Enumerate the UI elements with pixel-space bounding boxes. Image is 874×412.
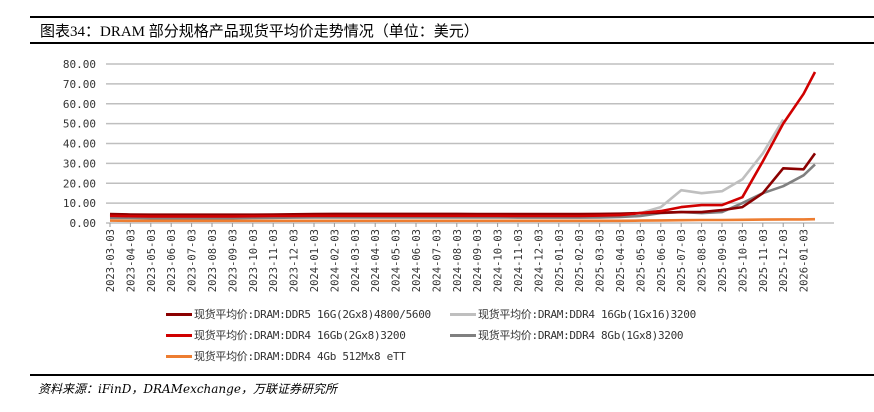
x-tick-label: 2024-09-03 <box>472 229 484 292</box>
series-line <box>109 71 817 218</box>
x-tick-label: 2024-02-03 <box>329 229 341 292</box>
legend-item-ddr5-16g: 现货平均价:DRAM:DDR5 16G(2Gx8)4800/5600 <box>166 306 431 322</box>
x-tick-label: 2024-03-03 <box>350 229 362 292</box>
x-tick-label: 2023-08-03 <box>207 229 219 292</box>
x-tick-label: 2023-07-03 <box>187 229 199 292</box>
y-tick-label: 10.00 <box>63 197 96 210</box>
x-tick-label: 2024-10-03 <box>493 229 505 292</box>
x-tick-label: 2024-11-03 <box>513 229 525 292</box>
y-tick-label: 50.00 <box>63 118 96 131</box>
legend-swatch <box>166 354 192 358</box>
x-tick-label: 2024-04-03 <box>370 229 382 292</box>
x-tick-label: 2024-07-03 <box>431 229 443 292</box>
legend-item-ddr4-8gb: 现货平均价:DRAM:DDR4 8Gb(1Gx8)3200 <box>450 327 684 343</box>
x-tick-label: 2023-06-03 <box>166 229 178 292</box>
y-tick-label: 20.00 <box>63 177 96 190</box>
x-tick-label: 2023-04-03 <box>125 229 137 292</box>
x-tick-label: 2023-09-03 <box>227 229 239 292</box>
legend-swatch <box>450 333 476 337</box>
y-tick-label: 0.00 <box>70 217 97 230</box>
legend-label: 现货平均价:DRAM:DDR4 8Gb(1Gx8)3200 <box>478 329 684 342</box>
x-tick-label: 2025-09-03 <box>717 229 729 292</box>
series-line <box>109 118 785 218</box>
x-tick-label: 2025-07-03 <box>676 229 688 292</box>
legend-label: 现货平均价:DRAM:DDR4 16Gb(1Gx16)3200 <box>478 308 696 321</box>
x-tick-label: 2024-01-03 <box>309 229 321 292</box>
bottom-rule <box>30 374 874 376</box>
x-tick-label: 2025-06-03 <box>656 229 668 292</box>
y-tick-label: 60.00 <box>63 98 96 111</box>
figure-title: 图表34：DRAM 部分规格产品现货平均价走势情况（单位：美元） <box>40 24 479 40</box>
legend-label: 现货平均价:DRAM:DDR5 16G(2Gx8)4800/5600 <box>194 308 431 321</box>
x-tick-label: 2025-03-03 <box>595 229 607 292</box>
y-tick-label: 70.00 <box>63 78 96 91</box>
line-chart: 0.00 10.00 20.00 30.00 40.00 50.00 60.00 70.00 8… <box>63 58 834 292</box>
x-tick-label: 2023-03-03 <box>105 229 117 292</box>
x-tick-label: 2025-11-03 <box>758 229 770 292</box>
legend-swatch <box>166 333 192 337</box>
legend-label: 现货平均价:DRAM:DDR4 4Gb 512Mx8 eTT <box>194 350 406 363</box>
x-tick-label: 2025-08-03 <box>697 229 709 292</box>
legend-item-ddr4-16gb-1gx16: 现货平均价:DRAM:DDR4 16Gb(1Gx16)3200 <box>450 306 696 322</box>
x-tick-label: 2025-01-03 <box>554 229 566 292</box>
x-tick-label: 2024-06-03 <box>411 229 423 292</box>
series-line <box>109 217 816 223</box>
x-tick-label: 2024-12-03 <box>533 229 545 292</box>
legend-item-ddr4-16gb-2gx8: 现货平均价:DRAM:DDR4 16Gb(2Gx8)3200 <box>166 327 406 343</box>
source-note: 资料来源：iFinD，DRAMexchange，万联证券研究所 <box>38 382 337 396</box>
x-tick-label: 2025-10-03 <box>737 229 749 292</box>
x-tick-label: 2025-02-03 <box>574 229 586 292</box>
top-rule <box>30 16 874 18</box>
x-tick-label: 2023-12-03 <box>289 229 301 292</box>
x-tick-label: 2026-01-03 <box>799 229 811 292</box>
legend-swatch <box>450 312 476 316</box>
y-tick-label: 30.00 <box>63 157 96 170</box>
legend-swatch <box>166 312 192 316</box>
y-tick-label: 40.00 <box>63 138 96 151</box>
x-tick-label: 2025-04-03 <box>615 229 627 292</box>
y-tick-label: 80.00 <box>63 58 96 71</box>
x-tick-label: 2025-05-03 <box>635 229 647 292</box>
legend-label: 现货平均价:DRAM:DDR4 16Gb(2Gx8)3200 <box>194 329 406 342</box>
legend-item-ddr4-4gb: 现货平均价:DRAM:DDR4 4Gb 512Mx8 eTT <box>166 348 406 364</box>
title-rule <box>30 42 874 44</box>
x-tick-label: 2023-10-03 <box>248 229 260 292</box>
x-tick-label: 2025-12-03 <box>778 229 790 292</box>
x-tick-label: 2023-05-03 <box>146 229 158 292</box>
x-tick-label: 2024-08-03 <box>452 229 464 292</box>
series-line <box>109 152 817 216</box>
x-tick-label: 2024-05-03 <box>391 229 403 292</box>
x-tick-label: 2023-11-03 <box>268 229 280 292</box>
